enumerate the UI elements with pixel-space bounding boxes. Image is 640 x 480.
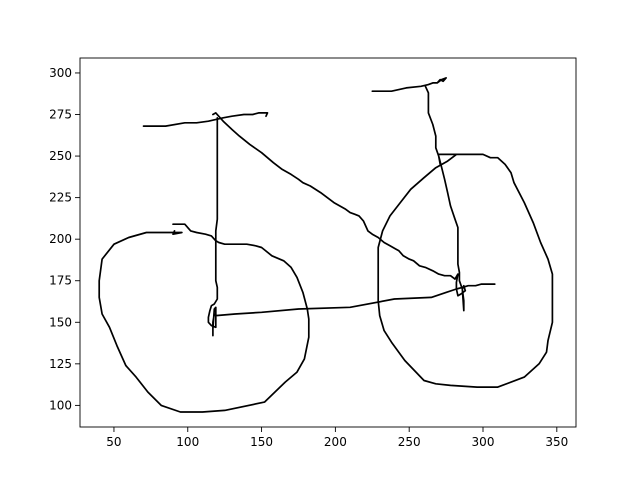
series-line-1 [142, 112, 269, 127]
y-tick-label: 150 [49, 315, 72, 329]
series-line-2 [371, 77, 447, 93]
x-tick-label: 150 [250, 435, 273, 449]
x-axis: 50 100 150 200 250 300 350 [106, 427, 568, 449]
y-tick-label: 100 [49, 398, 72, 412]
y-tick-label: 275 [49, 108, 72, 122]
x-tick-label: 350 [545, 435, 568, 449]
y-tick-label: 250 [49, 149, 72, 163]
y-tick-label: 125 [49, 357, 72, 371]
x-tick-label: 200 [324, 435, 347, 449]
x-tick-label: 50 [106, 435, 121, 449]
series-line-6 [377, 153, 554, 388]
series-line-3 [212, 85, 467, 312]
y-tick-label: 200 [49, 232, 72, 246]
series-lines [98, 77, 554, 413]
x-tick-label: 250 [398, 435, 421, 449]
series-line-5 [98, 223, 310, 413]
y-tick-label: 225 [49, 191, 72, 205]
y-axis: 100 125 150 175 200 225 250 275 300 [49, 66, 80, 412]
y-tick-label: 300 [49, 66, 72, 80]
plot-frame [79, 57, 577, 428]
x-tick-label: 100 [176, 435, 199, 449]
y-tick-label: 175 [49, 274, 72, 288]
x-tick-label: 300 [472, 435, 495, 449]
series-line-4 [207, 116, 496, 337]
